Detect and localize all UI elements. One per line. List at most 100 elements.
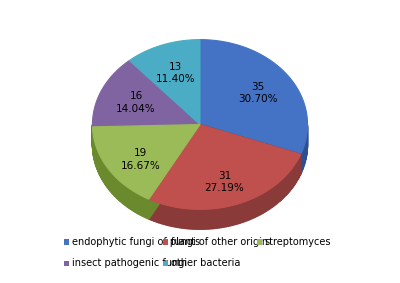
Polygon shape [247,200,249,221]
Polygon shape [270,188,272,209]
Polygon shape [238,203,240,224]
Polygon shape [112,174,113,194]
Polygon shape [301,153,302,174]
Polygon shape [210,209,212,229]
Polygon shape [169,206,171,226]
Polygon shape [233,205,235,225]
Polygon shape [222,207,224,227]
Polygon shape [200,209,202,229]
Polygon shape [204,209,206,229]
Polygon shape [283,177,284,198]
Polygon shape [92,125,200,147]
Polygon shape [269,189,270,209]
Polygon shape [121,182,122,203]
Polygon shape [140,195,141,215]
Polygon shape [118,179,119,200]
Polygon shape [122,183,123,203]
Polygon shape [305,140,306,161]
Polygon shape [120,181,121,202]
Polygon shape [166,205,168,225]
Polygon shape [237,204,238,224]
Polygon shape [133,191,134,211]
Polygon shape [273,186,274,207]
Polygon shape [242,202,244,222]
Polygon shape [292,168,293,188]
Polygon shape [168,205,169,226]
Polygon shape [178,208,180,228]
Polygon shape [129,40,200,125]
Polygon shape [200,125,301,174]
Polygon shape [115,177,116,197]
Polygon shape [180,208,182,228]
Polygon shape [109,170,110,191]
Polygon shape [215,208,217,228]
Polygon shape [149,125,200,219]
Polygon shape [152,201,154,221]
Polygon shape [249,200,250,220]
Polygon shape [108,169,109,189]
Polygon shape [252,198,254,219]
Polygon shape [130,189,131,209]
Polygon shape [300,154,301,175]
Polygon shape [160,203,162,224]
Polygon shape [107,167,108,188]
Polygon shape [105,165,106,185]
Polygon shape [132,190,133,211]
Polygon shape [250,199,252,219]
Polygon shape [268,190,269,211]
Polygon shape [286,175,287,196]
Polygon shape [173,207,175,227]
Polygon shape [171,206,173,226]
Polygon shape [299,156,300,177]
FancyBboxPatch shape [257,239,262,245]
Polygon shape [139,194,140,215]
Polygon shape [138,194,139,214]
Polygon shape [113,175,114,195]
Polygon shape [103,162,104,182]
Text: 13
11.40%: 13 11.40% [156,62,195,84]
Polygon shape [228,206,230,226]
Polygon shape [159,203,160,223]
Text: 31
27.19%: 31 27.19% [205,171,244,193]
Polygon shape [145,198,146,218]
Polygon shape [149,125,301,209]
Polygon shape [214,209,215,229]
Polygon shape [143,196,144,217]
Polygon shape [146,198,147,218]
Polygon shape [129,188,130,209]
Polygon shape [128,188,129,208]
Polygon shape [110,171,111,192]
Polygon shape [296,161,297,182]
Polygon shape [263,192,264,213]
Text: 16
14.04%: 16 14.04% [116,91,156,113]
Polygon shape [202,209,204,229]
Polygon shape [291,169,292,190]
Polygon shape [114,176,115,196]
Polygon shape [288,172,289,194]
Polygon shape [134,192,136,212]
Polygon shape [147,198,148,218]
Polygon shape [219,208,221,228]
Polygon shape [156,202,157,222]
Polygon shape [142,196,143,216]
Polygon shape [208,209,210,229]
Polygon shape [101,158,102,179]
Polygon shape [290,170,291,191]
Polygon shape [282,178,283,199]
Polygon shape [226,207,228,227]
Polygon shape [188,209,189,229]
Polygon shape [200,40,308,154]
Polygon shape [149,199,150,220]
Polygon shape [266,191,268,211]
Polygon shape [137,194,138,214]
Polygon shape [117,179,118,199]
Polygon shape [164,205,166,225]
Polygon shape [193,209,195,229]
Polygon shape [162,204,164,224]
Text: fungi of other origin: fungi of other origin [171,237,268,247]
Polygon shape [277,183,278,203]
Polygon shape [297,160,298,181]
Polygon shape [230,206,232,226]
Polygon shape [126,186,127,207]
FancyBboxPatch shape [163,261,168,266]
